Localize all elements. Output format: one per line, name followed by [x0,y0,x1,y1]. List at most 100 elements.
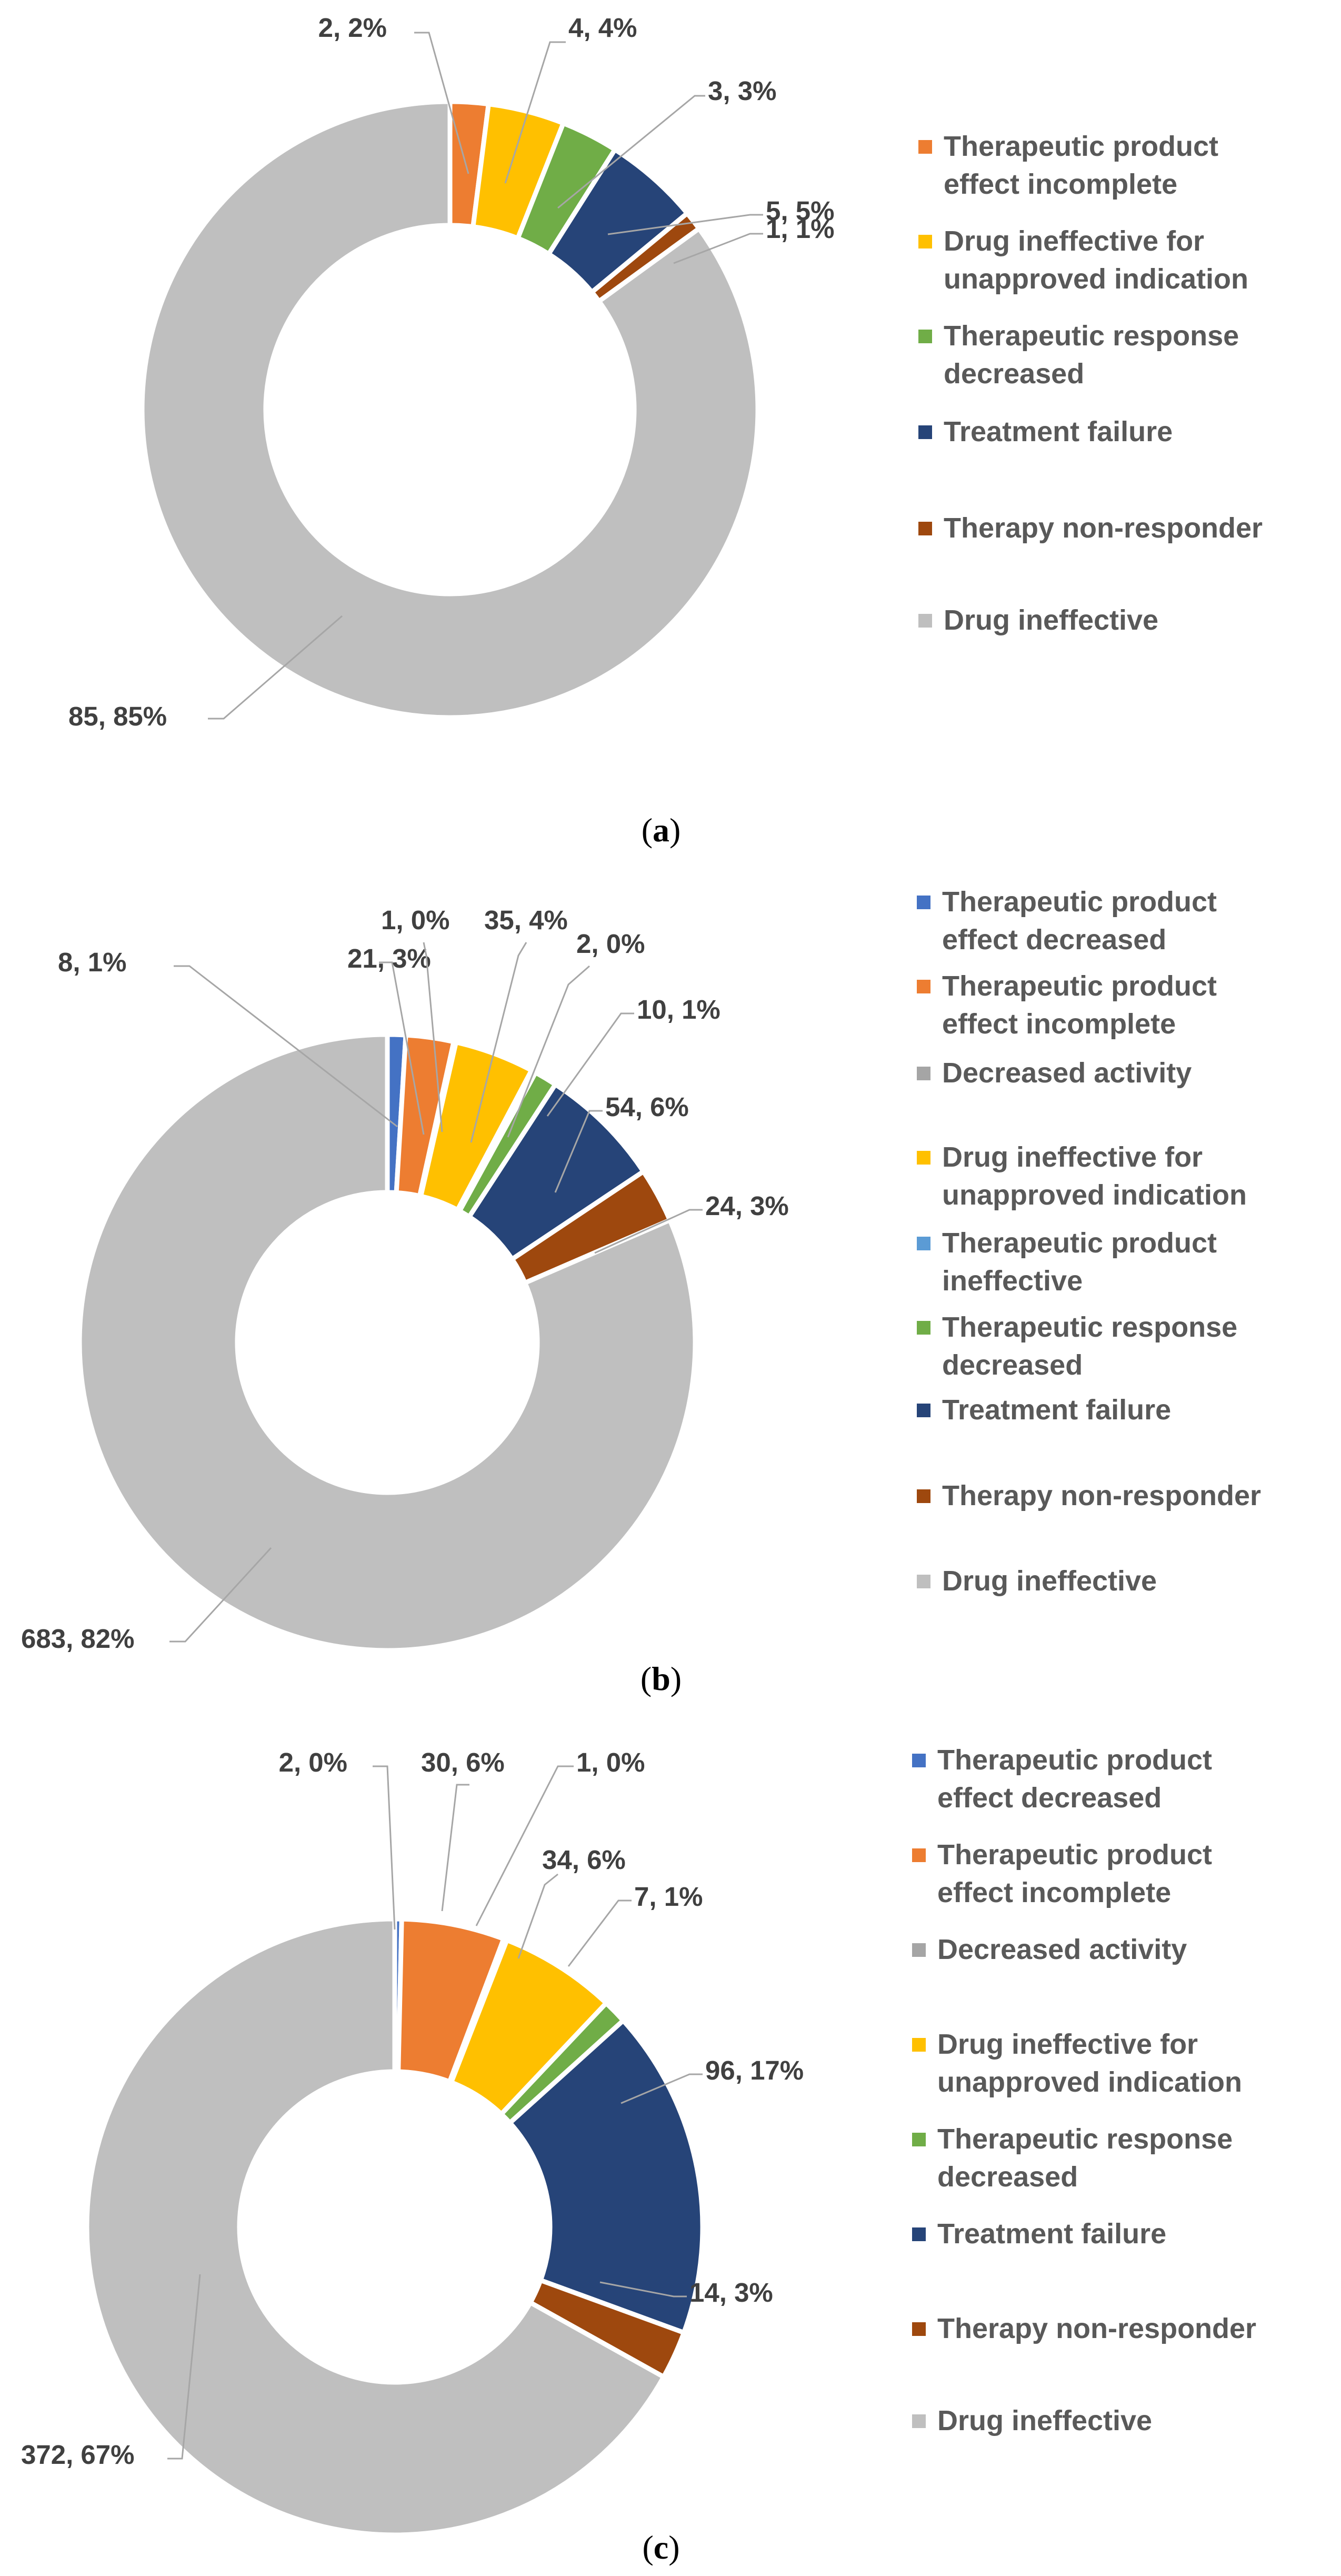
leader-line-drug-ineffective-for-unapproved-indication [504,41,566,184]
data-label-treatment-failure: 5, 5% [766,196,834,226]
data-label-therapeutic-product-ineffective: 2, 0% [576,929,645,959]
leader-line-decreased-activity [475,1765,574,1926]
legend-label-line2: effect decreased [937,1782,1162,1814]
data-label-drug-ineffective-for-unapproved-indication: 34, 6% [542,1845,626,1875]
legend-label: Therapeutic product [937,1744,1212,1776]
legend-label: Drug ineffective [944,604,1158,636]
legend-label: Drug ineffective for [937,2028,1198,2060]
legend-label-line2: effect incomplete [944,168,1177,200]
legend-label: Treatment failure [944,416,1173,447]
data-label-drug-ineffective: 372, 67% [21,2440,135,2470]
legend-swatch [918,330,932,343]
data-label-therapeutic-product-effect-incomplete: 21, 3% [347,943,431,973]
legend-swatch [918,235,932,248]
figure-caption: (c) [642,2529,679,2566]
slice-treatment-failure [507,2018,705,2335]
legend-label: Treatment failure [942,1394,1171,1426]
leader-line-therapy-non-responder [599,2281,687,2297]
legend-label: Therapy non-responder [944,512,1263,544]
leader-line-therapeutic-product-effect-incomplete [414,32,469,174]
leader-line-drug-ineffective [208,615,343,720]
data-label-therapy-non-responder: 1, 1% [766,214,834,244]
leader-line-decreased-activity [423,942,443,1132]
slice-drug-ineffective [139,99,760,720]
leader-line-therapeutic-product-effect-incomplete [379,961,425,1135]
slice-drug-ineffective [84,1916,666,2538]
data-label-drug-ineffective: 85, 85% [68,701,167,731]
legend-swatch [917,1575,930,1588]
leader-line-treatment-failure [607,214,763,235]
legend-swatch [918,614,932,628]
data-label-treatment-failure: 96, 17% [705,2055,804,2085]
legend-swatch [918,522,932,535]
legend-label: Decreased activity [937,1934,1187,1965]
legend-swatch [912,1848,926,1862]
legend-label: Therapeutic product [937,1839,1212,1871]
legend-swatch [912,2322,926,2336]
legend-swatch [912,2227,926,2241]
legend-label: Therapy non-responder [937,2313,1256,2344]
leader-line-therapeutic-product-effect-incomplete [441,1784,469,1912]
donut-chart-a: 2, 2% 4, 4% 3, 3% 5, 5%1, 1% 85, 85% Therapeu… [68,13,1263,849]
legend-swatch [917,1151,930,1165]
legend-label: Therapeutic product [942,886,1217,918]
legend-swatch [917,1321,930,1335]
leader-line-therapeutic-response-decreased [557,95,705,209]
legend-swatch [912,2133,926,2146]
legend-swatch [912,1943,926,1957]
leader-line-drug-ineffective-for-unapproved-indication [517,1873,558,1959]
legend-label: Drug ineffective [942,1565,1157,1597]
legend-label-line2: decreased [942,1349,1083,1381]
legend-label: Drug ineffective [937,2405,1152,2436]
legend-label-line2: ineffective [942,1265,1083,1297]
legend-label: Therapeutic product [942,970,1217,1002]
legend-swatch [917,1067,930,1080]
data-label-decreased-activity: 1, 0% [576,1747,645,1777]
leader-line-treatment-failure [621,2073,703,2104]
legend-swatch [912,2038,926,2052]
legend-swatch [917,1237,930,1250]
figure-caption: (a) [642,811,681,849]
leader-line-therapy-non-responder [594,1209,703,1254]
leader-line-therapeutic-response-decreased [546,1012,634,1117]
data-label-therapeutic-product-effect-decreased: 8, 1% [58,947,126,977]
legend-label: Therapeutic product [942,1227,1217,1259]
legend-label: Therapeutic response [944,320,1239,352]
legend-label: Drug ineffective for [942,1141,1203,1173]
legend-label: Decreased activity [942,1057,1192,1089]
data-label-drug-ineffective-for-unapproved-indication: 4, 4% [568,13,637,43]
legend-swatch [918,425,932,439]
legend-swatch [917,1489,930,1503]
leader-line-therapeutic-response-decreased [567,1899,632,1967]
data-label-therapy-non-responder: 24, 3% [705,1191,789,1221]
donut-chart-b: 8, 1% 21, 3% 1, 0% 35, 4% 2, 0% 10, 1% 54, 6% 2… [21,886,1261,1697]
legend-label-line2: effect decreased [942,924,1166,956]
data-label-therapeutic-response-decreased: 10, 1% [637,994,720,1025]
data-label-therapeutic-response-decreased: 3, 3% [708,76,776,106]
legend-swatch [917,980,930,993]
data-label-therapeutic-response-decreased: 7, 1% [634,1882,703,1912]
figure-caption: (b) [641,1660,682,1697]
legend-label-line2: effect incomplete [942,1008,1176,1040]
leader-line-drug-ineffective [169,1547,272,1643]
data-label-decreased-activity: 1, 0% [381,905,449,935]
legend: Therapeutic product effect incomplete Drug… [918,131,1263,636]
data-label-therapy-non-responder: 14, 3% [689,2277,773,2308]
leader-line-therapeutic-product-effect-decreased [174,965,398,1128]
legend-label: Therapy non-responder [942,1480,1261,1511]
leader-line-drug-ineffective-for-unapproved-indication [470,942,527,1143]
legend-label-line2: decreased [937,2161,1078,2193]
leader-line-treatment-failure [554,1110,603,1193]
legend: Therapeutic product effect decreased Thera… [917,886,1261,1597]
legend-label: Therapeutic response [937,2123,1233,2155]
legend-swatch [912,1754,926,1767]
donut-chart-c: 2, 0% 30, 6% 1, 0% 34, 6% 7, 1% 96, 17% 14, 3%… [21,1744,1256,2566]
legend-swatch [918,140,932,154]
legend-label-line2: effect incomplete [937,1877,1171,1908]
legend-label-line2: unapproved indication [942,1179,1247,1211]
slice-drug-ineffective [77,1032,698,1653]
legend-swatch [917,1404,930,1417]
data-label-therapeutic-product-effect-incomplete: 30, 6% [421,1747,505,1777]
legend-label: Drug ineffective for [944,225,1204,257]
